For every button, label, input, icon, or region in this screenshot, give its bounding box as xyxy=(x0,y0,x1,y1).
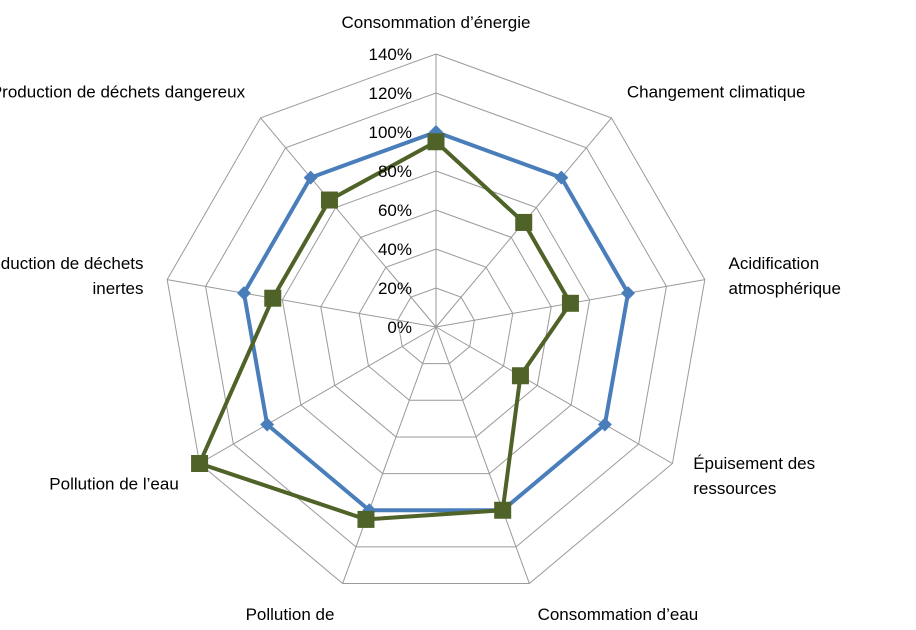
grid-ring xyxy=(320,209,552,438)
category-label-line: Production de déchets xyxy=(0,254,144,273)
category-labels: Consommation d’énergie Changement climati… xyxy=(0,13,841,630)
category-label-line: inertes xyxy=(92,279,143,298)
data-point xyxy=(236,286,251,301)
data-point xyxy=(554,170,569,185)
category-label: Acidification atmosphérique xyxy=(728,254,840,298)
data-point xyxy=(357,510,375,528)
data-point xyxy=(427,133,445,151)
category-label: Consommation d’eau xyxy=(538,605,699,624)
grid-spoke xyxy=(342,326,437,584)
category-label: Changement climatique xyxy=(627,82,806,101)
data-point xyxy=(260,417,275,432)
category-label: Épuisement des ressources xyxy=(693,454,815,498)
category-label: Pollution de l’eau xyxy=(49,475,178,494)
series-line xyxy=(241,130,631,513)
category-label-line: Acidification xyxy=(728,254,819,273)
data-point xyxy=(515,213,533,231)
category-label-line: Pollution de xyxy=(246,605,335,624)
data-point xyxy=(303,170,318,185)
r-tick-label: 40% xyxy=(378,240,412,259)
category-label-line: ressources xyxy=(693,479,776,498)
r-tick-label: 80% xyxy=(378,162,412,181)
data-point xyxy=(621,286,636,301)
category-label: Pollution del’air xyxy=(246,605,335,630)
data-point xyxy=(191,455,209,472)
data-point xyxy=(264,289,282,307)
grid-spoke xyxy=(260,117,437,328)
grid-spoke xyxy=(167,279,437,328)
grid-spoke xyxy=(199,326,437,464)
data-point xyxy=(494,501,512,519)
category-label-line: Production de déchets dangereux xyxy=(0,82,246,101)
category-label: Production de déchets inertes xyxy=(0,254,144,298)
category-label-line: Changement climatique xyxy=(627,82,806,101)
r-tick-label: 0% xyxy=(387,318,412,337)
r-tick-label: 140% xyxy=(369,45,412,64)
category-label: Consommation d’énergie xyxy=(342,13,531,32)
series-line xyxy=(197,139,573,522)
radial-tick-labels: 0% 20% 40% 60% 80% 100% 120% 140% xyxy=(369,45,412,337)
grid-ring xyxy=(205,92,667,548)
r-tick-label: 100% xyxy=(369,123,412,142)
data-point xyxy=(561,294,579,312)
category-label-line: Consommation d’énergie xyxy=(342,13,531,32)
data-point xyxy=(597,417,612,432)
data-point xyxy=(511,367,529,385)
category-label-line: Épuisement des xyxy=(693,454,815,473)
category-label: Production de déchets dangereux xyxy=(0,82,246,101)
grid-spoke xyxy=(435,326,530,584)
grid-spoke xyxy=(435,326,673,464)
r-tick-label: 60% xyxy=(378,201,412,220)
grid-ring xyxy=(166,53,706,585)
grid-ring xyxy=(281,170,591,475)
category-label-line: Consommation d’eau xyxy=(538,605,699,624)
r-tick-label: 120% xyxy=(369,84,412,103)
radar-series xyxy=(191,125,636,528)
data-point xyxy=(320,191,338,209)
r-tick-label: 20% xyxy=(378,279,412,298)
category-label-line: Pollution de l’eau xyxy=(49,475,178,494)
grid-ring xyxy=(397,287,475,365)
grid-ring xyxy=(358,248,514,401)
series-2 xyxy=(191,133,579,528)
category-label-line: atmosphérique xyxy=(728,279,840,298)
